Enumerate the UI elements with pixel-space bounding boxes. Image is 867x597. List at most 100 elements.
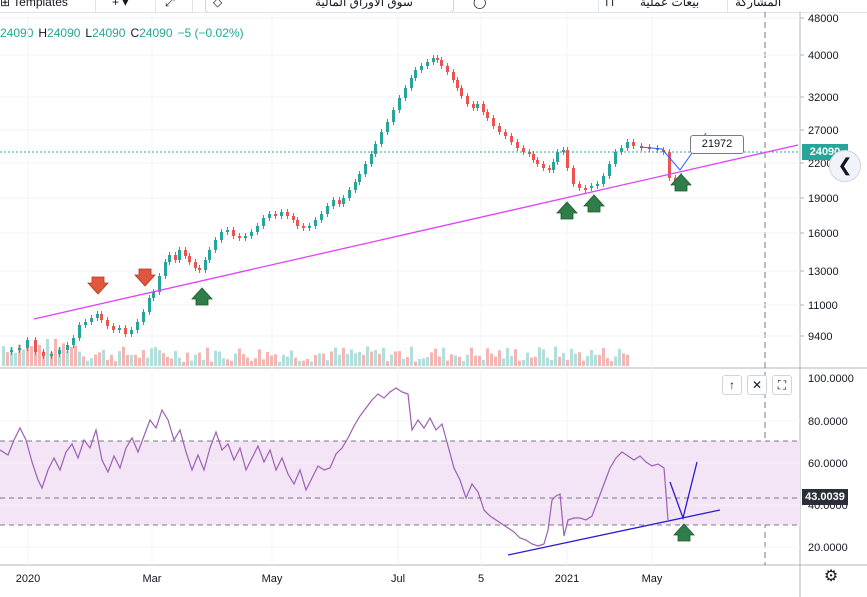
volume-bar <box>62 343 65 366</box>
candle <box>220 232 223 240</box>
candle <box>404 88 407 98</box>
volume-bar <box>398 351 401 366</box>
volume-bar <box>570 348 573 366</box>
candle <box>528 152 531 154</box>
ohlc-low: 24090 <box>92 26 126 40</box>
volume-bar <box>150 348 153 366</box>
volume-bar <box>194 354 197 366</box>
volume-bar <box>306 359 309 366</box>
fullscreen-icon[interactable]: ⤢ <box>165 0 175 9</box>
volume-bar <box>510 355 513 366</box>
volume-bar <box>250 360 253 366</box>
candle <box>130 330 133 334</box>
volume-bar <box>626 354 629 366</box>
candle <box>414 70 417 78</box>
volume-bar <box>410 346 413 366</box>
toolbar-separator <box>155 0 156 12</box>
candle <box>152 292 155 298</box>
right-button-1[interactable]: بيعات عملية <box>640 0 700 9</box>
price-callout[interactable]: 21972 <box>690 135 744 154</box>
volume-bar <box>578 352 581 366</box>
volume-bar <box>558 356 561 366</box>
volume-bar <box>10 346 13 366</box>
arrow-up-icon[interactable]: ↑ <box>722 375 742 395</box>
volume-bar <box>110 354 113 366</box>
candle <box>358 174 361 182</box>
volume-bar <box>342 347 345 366</box>
volume-bar <box>174 351 177 366</box>
price-tick-label: 27000 <box>808 125 839 137</box>
volume-bar <box>242 354 245 366</box>
templates-button[interactable]: ⊞ Templates <box>0 0 68 9</box>
volume-bar <box>274 354 277 366</box>
maximize-icon[interactable]: ⛶ <box>772 375 792 395</box>
volume-bar <box>90 358 93 366</box>
candle <box>566 150 569 168</box>
candle <box>268 214 271 218</box>
time-tick-label: May <box>642 573 663 585</box>
candle <box>244 236 247 238</box>
candle <box>436 58 439 60</box>
volume-bar <box>50 352 53 366</box>
candle <box>302 226 305 228</box>
volume-bar <box>418 359 421 366</box>
volume-bar <box>82 356 85 366</box>
gear-icon[interactable]: ⚙ <box>823 568 839 585</box>
candle <box>314 220 317 226</box>
arrow-down-icon <box>134 268 156 287</box>
price-axis-labels: 4800040000320002700022000190001600013000… <box>800 13 839 343</box>
add-indicator-button[interactable]: + ▾ <box>112 0 129 9</box>
candle <box>142 312 145 322</box>
candle <box>50 354 53 356</box>
rsi-trendline <box>507 509 721 556</box>
volume-bar <box>302 360 305 366</box>
volume-bar <box>402 358 405 366</box>
candle <box>614 152 617 164</box>
right-button-2[interactable]: المشاركة <box>735 0 782 9</box>
price-tick-label: 13000 <box>808 266 839 278</box>
price-candles <box>10 55 683 359</box>
time-tick-label: Mar <box>143 573 162 585</box>
candle <box>26 340 29 348</box>
volume-bar <box>122 346 125 366</box>
volume-bar <box>246 357 249 366</box>
rsi-line <box>0 387 669 547</box>
volume-bar <box>374 349 377 366</box>
candle <box>542 164 545 168</box>
close-icon[interactable]: ✕ <box>747 375 767 395</box>
rsi-band-fill <box>0 441 800 525</box>
rsi-tick-label: 100.0000 <box>808 373 854 385</box>
volume-bar <box>254 358 257 366</box>
volume-bar <box>474 355 477 366</box>
volume-bar <box>234 353 237 366</box>
volume-bar <box>162 353 165 366</box>
candle <box>466 96 469 104</box>
candle <box>354 182 357 190</box>
candle <box>274 214 277 216</box>
candle <box>348 190 351 198</box>
volume-bar <box>118 351 121 366</box>
volume-bar <box>266 352 269 366</box>
candle <box>584 188 587 190</box>
volume-bar <box>74 345 77 366</box>
candle <box>668 152 671 178</box>
candle <box>370 154 373 164</box>
volume-bar <box>298 360 301 366</box>
volume-bar <box>102 349 105 366</box>
volume-bar <box>466 354 469 366</box>
camera-icon[interactable]: ◯ <box>473 0 487 9</box>
toolbar-separator <box>192 0 193 12</box>
volume-bar <box>186 352 189 366</box>
candle <box>168 255 171 262</box>
symbol-search-box[interactable] <box>205 0 454 12</box>
volume-bar <box>606 358 609 366</box>
candle <box>452 72 455 80</box>
trade-icon[interactable]: ⊓ <box>605 0 615 9</box>
volume-bar <box>182 361 185 366</box>
chevron-left-icon[interactable]: ❮ <box>829 150 861 182</box>
volume-bar <box>514 349 517 366</box>
price-grid <box>0 12 800 565</box>
volume-bar <box>618 348 621 366</box>
